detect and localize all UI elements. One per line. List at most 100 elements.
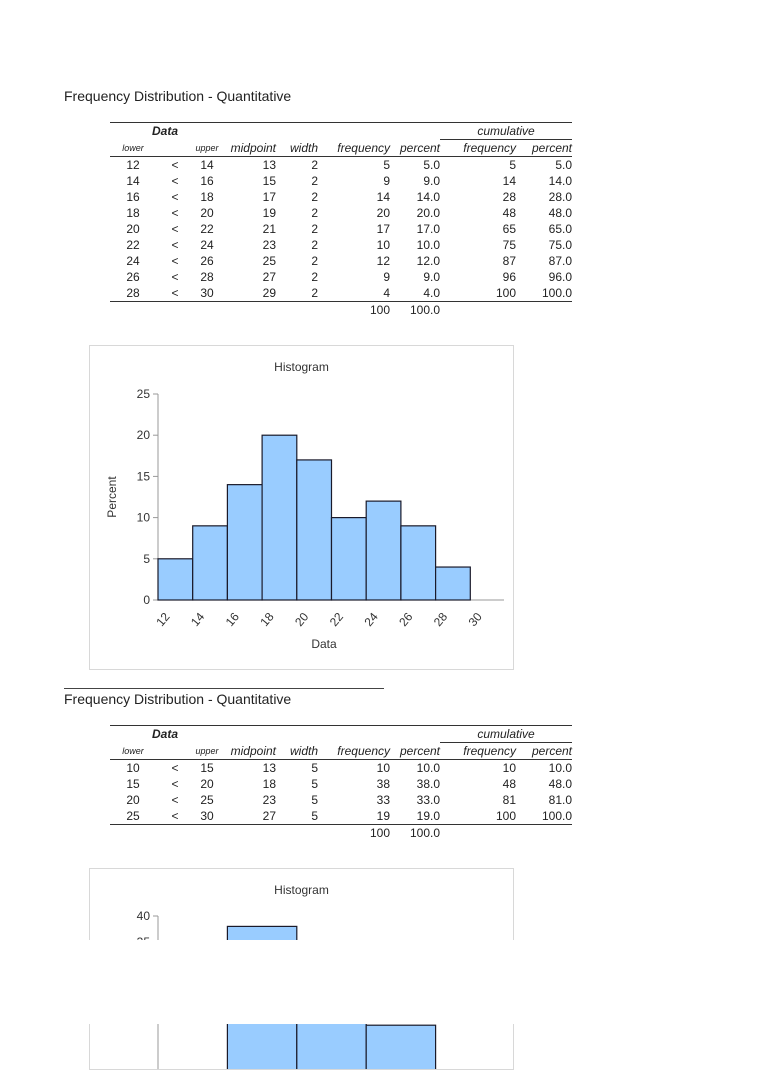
histogram-plot: 0 5 10 15 20 25 12 14 16 18 20 22 24 26 28 30 Data Percen… (105, 387, 504, 651)
cell-width: 2 (276, 285, 318, 302)
cell-width: 2 (311, 158, 318, 172)
cell-cum-percent: 87.0 (548, 254, 572, 268)
cell-lower: 15 (126, 777, 140, 791)
col-percent: percent (390, 139, 440, 157)
cell-cum-frequency: 75 (502, 238, 516, 252)
cell-midpoint: 15 (262, 174, 276, 188)
x-tick-label: 24 (361, 610, 381, 629)
chart-title: Histogram (274, 360, 329, 374)
table-row: 15 <20 18 5 38 38.0 48 48.0 (110, 776, 572, 792)
cell-lower: 22 (126, 238, 140, 252)
histogram-bar (365, 500, 402, 601)
cell-upper: 16 (200, 174, 214, 188)
y-tick-label: 25 (137, 387, 151, 401)
y-tick-label: 15 (137, 469, 151, 483)
x-tick-label: 12 (153, 610, 173, 629)
cell-cum-percent: 10.0 (548, 761, 572, 775)
histogram-bar (400, 525, 437, 601)
cell-frequency: 5 (383, 158, 390, 172)
cell-width: 2 (311, 222, 318, 236)
cell-frequency: 14 (376, 190, 390, 204)
cell-cum-frequency: 48 (502, 206, 516, 220)
cell-midpoint: 27 (220, 808, 276, 825)
cell-midpoint: 23 (262, 238, 276, 252)
x-tick-label: 20 (292, 610, 312, 629)
x-tick-label: 22 (327, 610, 347, 629)
cell-midpoint: 19 (262, 206, 276, 220)
cell-width: 2 (311, 190, 318, 204)
cell-cum-frequency: 10 (502, 761, 516, 775)
histogram-bar (226, 484, 263, 601)
col-width: width (276, 139, 318, 157)
data-group-header: Data (110, 122, 220, 140)
table-row: 14 <16 15 2 9 9.0 14 14.0 (110, 173, 572, 189)
frequency-table-1: Data cumulative lower upper midpoint wid… (110, 122, 572, 318)
cell-cum-frequency: 5 (509, 158, 516, 172)
cell-cum-percent: 81.0 (548, 793, 572, 807)
y-tick-label: 5 (143, 552, 150, 566)
cell-cum-percent: 96.0 (548, 270, 572, 284)
cell-upper: 30 (194, 285, 220, 302)
histogram-chart-1: Histogram 0 5 10 15 20 25 12 14 16 18 20 22 24 26 28 30… (89, 345, 514, 670)
cell-midpoint: 21 (262, 222, 276, 236)
cell-cum-percent: 48.0 (548, 777, 572, 791)
cell-width: 2 (311, 270, 318, 284)
y-tick-label: 40 (137, 909, 151, 923)
cell-percent: 12.0 (416, 254, 440, 268)
cell-lower: 18 (126, 206, 140, 220)
total-percent: 100.0 (409, 826, 440, 840)
cell-percent: 20.0 (416, 206, 440, 220)
cell-midpoint: 13 (262, 158, 276, 172)
cell-width: 2 (311, 206, 318, 220)
cell-lt-sign: < (171, 158, 179, 172)
histogram-bar (157, 558, 194, 601)
table-row: 26 <28 27 2 9 9.0 96 96.0 (110, 269, 572, 285)
table-row: 12 <14 13 2 5 5.0 5 5.0 (110, 157, 572, 174)
cell-lower: 26 (126, 270, 140, 284)
cell-lower: 16 (126, 190, 140, 204)
cell-width: 5 (276, 808, 318, 825)
x-tick-label: 30 (466, 610, 486, 629)
col-lower: lower (110, 742, 156, 760)
cell-lower: 24 (126, 254, 140, 268)
cell-lt-sign: < (171, 222, 179, 236)
table-row: 24 <26 25 2 12 12.0 87 87.0 (110, 253, 572, 269)
col-midpoint: midpoint (220, 742, 276, 760)
table-row: 22 <24 23 2 10 10.0 75 75.0 (110, 237, 572, 253)
cell-lt-sign: < (171, 270, 179, 284)
cell-lower: 14 (126, 174, 140, 188)
cell-frequency: 20 (376, 206, 390, 220)
col-cum-frequency: frequency (440, 139, 516, 157)
cell-cum-percent: 5.0 (555, 158, 572, 172)
x-tick-label: 18 (257, 610, 277, 629)
cell-cum-frequency: 65 (502, 222, 516, 236)
cell-cum-frequency: 100 (440, 808, 516, 825)
cell-midpoint: 27 (262, 270, 276, 284)
cell-midpoint: 25 (262, 254, 276, 268)
table-row: 20 <22 21 2 17 17.0 65 65.0 (110, 221, 572, 237)
cell-midpoint: 29 (220, 285, 276, 302)
y-tick-label: 0 (143, 593, 150, 607)
y-axis-label: Percent (105, 476, 119, 518)
cell-upper: 30 (194, 808, 220, 825)
y-tick-label: 20 (137, 428, 151, 442)
x-axis-label: Data (311, 637, 337, 651)
col-frequency: frequency (318, 139, 390, 157)
histogram-bar (261, 434, 298, 601)
cell-width: 5 (311, 777, 318, 791)
table-row: 16 <18 17 2 14 14.0 28 28.0 (110, 189, 572, 205)
col-upper: upper (194, 742, 220, 760)
cell-cum-frequency: 96 (502, 270, 516, 284)
cell-percent: 5.0 (423, 158, 440, 172)
x-tick-label: 14 (188, 610, 208, 629)
cell-width: 5 (311, 761, 318, 775)
cell-cum-frequency: 28 (502, 190, 516, 204)
cell-percent: 10.0 (416, 238, 440, 252)
cell-percent: 10.0 (416, 761, 440, 775)
cell-percent: 17.0 (416, 222, 440, 236)
cell-upper: 28 (200, 270, 214, 284)
cell-lower: 10 (126, 761, 140, 775)
cell-midpoint: 17 (262, 190, 276, 204)
table-row: 18 <20 19 2 20 20.0 48 48.0 (110, 205, 572, 221)
x-tick-label: 16 (223, 610, 243, 629)
